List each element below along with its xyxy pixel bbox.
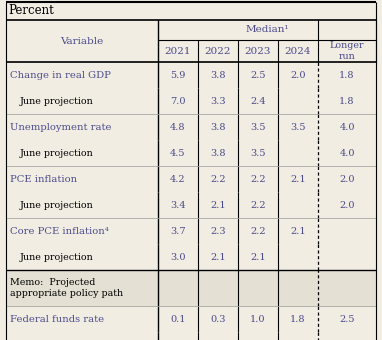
Text: 1.8: 1.8: [339, 97, 355, 105]
Text: 1.8: 1.8: [339, 70, 355, 80]
Text: Longer
run: Longer run: [330, 41, 364, 61]
Text: 2021: 2021: [165, 47, 191, 55]
Text: Core PCE inflation⁴: Core PCE inflation⁴: [10, 226, 109, 236]
Text: 2.5: 2.5: [250, 70, 266, 80]
Text: 2.1: 2.1: [210, 201, 226, 209]
Text: Median¹: Median¹: [245, 26, 289, 34]
Text: 3.7: 3.7: [170, 226, 186, 236]
Text: 2.4: 2.4: [250, 97, 266, 105]
Text: Percent: Percent: [8, 4, 54, 17]
Text: 0.3: 0.3: [210, 314, 226, 323]
Text: 5.9: 5.9: [170, 70, 186, 80]
Text: Variable: Variable: [60, 36, 104, 46]
Text: 3.5: 3.5: [290, 122, 306, 132]
Text: 2.1: 2.1: [210, 253, 226, 261]
Text: 0.1: 0.1: [170, 314, 186, 323]
Text: 4.2: 4.2: [170, 174, 186, 184]
Text: 1.0: 1.0: [250, 314, 266, 323]
Text: 4.5: 4.5: [170, 149, 186, 157]
Text: 2.2: 2.2: [210, 174, 226, 184]
Text: 2.2: 2.2: [250, 226, 266, 236]
Text: 2.0: 2.0: [290, 70, 306, 80]
Text: 3.8: 3.8: [210, 122, 226, 132]
Text: 3.5: 3.5: [250, 122, 266, 132]
Text: 2.2: 2.2: [250, 174, 266, 184]
Text: 1.8: 1.8: [290, 314, 306, 323]
Text: Unemployment rate: Unemployment rate: [10, 122, 112, 132]
Text: June projection: June projection: [20, 201, 94, 209]
Text: 2.1: 2.1: [290, 174, 306, 184]
Text: 4.0: 4.0: [339, 122, 355, 132]
Text: 2.5: 2.5: [339, 314, 355, 323]
Text: 3.4: 3.4: [170, 201, 186, 209]
Text: Change in real GDP: Change in real GDP: [10, 70, 111, 80]
Text: 2.1: 2.1: [290, 226, 306, 236]
Text: 3.5: 3.5: [250, 149, 266, 157]
Text: 3.0: 3.0: [170, 253, 186, 261]
Text: 2023: 2023: [245, 47, 271, 55]
Text: June projection: June projection: [20, 149, 94, 157]
Text: 7.0: 7.0: [170, 97, 186, 105]
Text: Memo:  Projected
appropriate policy path: Memo: Projected appropriate policy path: [10, 278, 123, 298]
Text: 2.2: 2.2: [250, 201, 266, 209]
Text: PCE inflation: PCE inflation: [10, 174, 77, 184]
Text: 2.0: 2.0: [339, 174, 355, 184]
Text: 3.3: 3.3: [210, 97, 226, 105]
Text: June projection: June projection: [20, 253, 94, 261]
Text: 4.0: 4.0: [339, 149, 355, 157]
Text: 3.8: 3.8: [210, 149, 226, 157]
Text: 4.8: 4.8: [170, 122, 186, 132]
Text: 2.1: 2.1: [250, 253, 266, 261]
Text: Federal funds rate: Federal funds rate: [10, 314, 104, 323]
Text: 2024: 2024: [285, 47, 311, 55]
Text: 2.0: 2.0: [339, 201, 355, 209]
Bar: [6, 270, 376, 306]
Text: 2.3: 2.3: [210, 226, 226, 236]
Text: June projection: June projection: [20, 97, 94, 105]
Text: 3.8: 3.8: [210, 70, 226, 80]
Text: 2022: 2022: [205, 47, 231, 55]
